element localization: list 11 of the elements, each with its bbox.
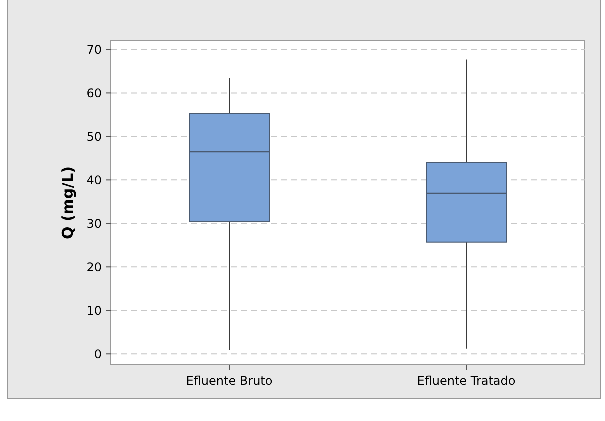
y-tick-label: 0: [94, 347, 102, 362]
y-tick-label: 50: [86, 130, 102, 144]
x-tick-label: Efluente Bruto: [186, 374, 273, 388]
y-tick-label: 30: [86, 216, 102, 231]
y-tick-label: 60: [86, 86, 102, 100]
x-tick-label: Efluente Tratado: [417, 374, 516, 388]
y-tick-label: 20: [86, 260, 102, 274]
y-tick-label: 70: [86, 42, 102, 57]
y-tick-label: 10: [86, 304, 102, 318]
y-tick-label: 40: [86, 173, 102, 188]
y-axis-title: Q (mg/L): [59, 166, 77, 240]
